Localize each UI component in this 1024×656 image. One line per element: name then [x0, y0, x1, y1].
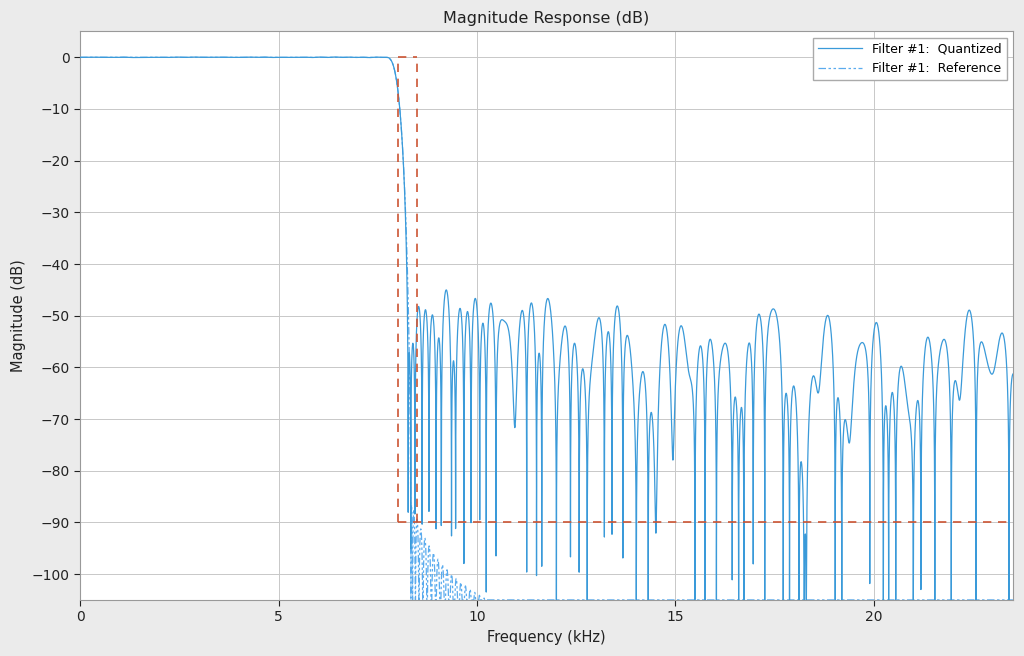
Filter #1:  Reference: (3.02, -4.07e-05): Reference: (3.02, -4.07e-05) — [194, 53, 206, 61]
Filter #1:  Reference: (7.65, 0.000388): Reference: (7.65, 0.000388) — [378, 53, 390, 61]
Filter #1:  Quantized: (14.7, -54.4): Quantized: (14.7, -54.4) — [655, 335, 668, 342]
Line: Filter #1:  Quantized: Filter #1: Quantized — [80, 57, 1024, 600]
Filter #1:  Reference: (15.4, -105): Reference: (15.4, -105) — [685, 596, 697, 604]
Filter #1:  Reference: (19.3, -105): Reference: (19.3, -105) — [838, 596, 850, 604]
Filter #1:  Reference: (8.33, -105): Reference: (8.33, -105) — [404, 596, 417, 604]
Filter #1:  Quantized: (7.09, 0.00835): Quantized: (7.09, 0.00835) — [355, 53, 368, 61]
Filter #1:  Reference: (7.09, 0.00011): Reference: (7.09, 0.00011) — [355, 53, 368, 61]
Y-axis label: Magnitude (dB): Magnitude (dB) — [11, 259, 26, 372]
Filter #1:  Quantized: (20.6, -66.4): Quantized: (20.6, -66.4) — [891, 397, 903, 405]
Filter #1:  Reference: (20.6, -105): Reference: (20.6, -105) — [891, 596, 903, 604]
Filter #1:  Quantized: (6.42, 0.0581): Quantized: (6.42, 0.0581) — [329, 53, 341, 61]
Filter #1:  Quantized: (15.4, -62.7): Quantized: (15.4, -62.7) — [685, 378, 697, 386]
X-axis label: Frequency (kHz): Frequency (kHz) — [487, 630, 606, 645]
Filter #1:  Quantized: (19.3, -70.7): Quantized: (19.3, -70.7) — [838, 419, 850, 426]
Title: Magnitude Response (dB): Magnitude Response (dB) — [443, 11, 649, 26]
Filter #1:  Reference: (0, -1.93e-15): Reference: (0, -1.93e-15) — [74, 53, 86, 61]
Legend: Filter #1:  Quantized, Filter #1:  Reference: Filter #1: Quantized, Filter #1: Referen… — [813, 37, 1007, 80]
Filter #1:  Quantized: (3.02, 0.0155): Quantized: (3.02, 0.0155) — [194, 53, 206, 61]
Filter #1:  Reference: (14.7, -105): Reference: (14.7, -105) — [655, 596, 668, 604]
Line: Filter #1:  Reference: Filter #1: Reference — [80, 57, 1024, 600]
Filter #1:  Quantized: (12, -105): Quantized: (12, -105) — [550, 596, 562, 604]
Filter #1:  Quantized: (0, -0.0127): Quantized: (0, -0.0127) — [74, 53, 86, 61]
